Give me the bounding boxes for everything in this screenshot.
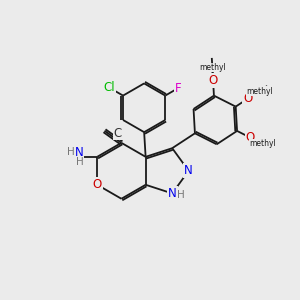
- Text: F: F: [175, 82, 181, 95]
- Text: methyl: methyl: [199, 63, 226, 72]
- Text: Cl: Cl: [103, 81, 115, 94]
- Text: O: O: [246, 131, 255, 144]
- Text: H: H: [68, 147, 75, 158]
- Text: O: O: [93, 178, 102, 191]
- Text: O: O: [208, 74, 218, 87]
- Text: N: N: [184, 164, 193, 177]
- Text: N: N: [168, 187, 177, 200]
- Text: methyl: methyl: [246, 87, 273, 96]
- Text: O: O: [244, 92, 253, 105]
- Text: H: H: [76, 157, 83, 167]
- Text: N: N: [75, 146, 84, 159]
- Text: H: H: [177, 190, 184, 200]
- Text: methyl: methyl: [249, 139, 276, 148]
- Text: C: C: [113, 127, 122, 140]
